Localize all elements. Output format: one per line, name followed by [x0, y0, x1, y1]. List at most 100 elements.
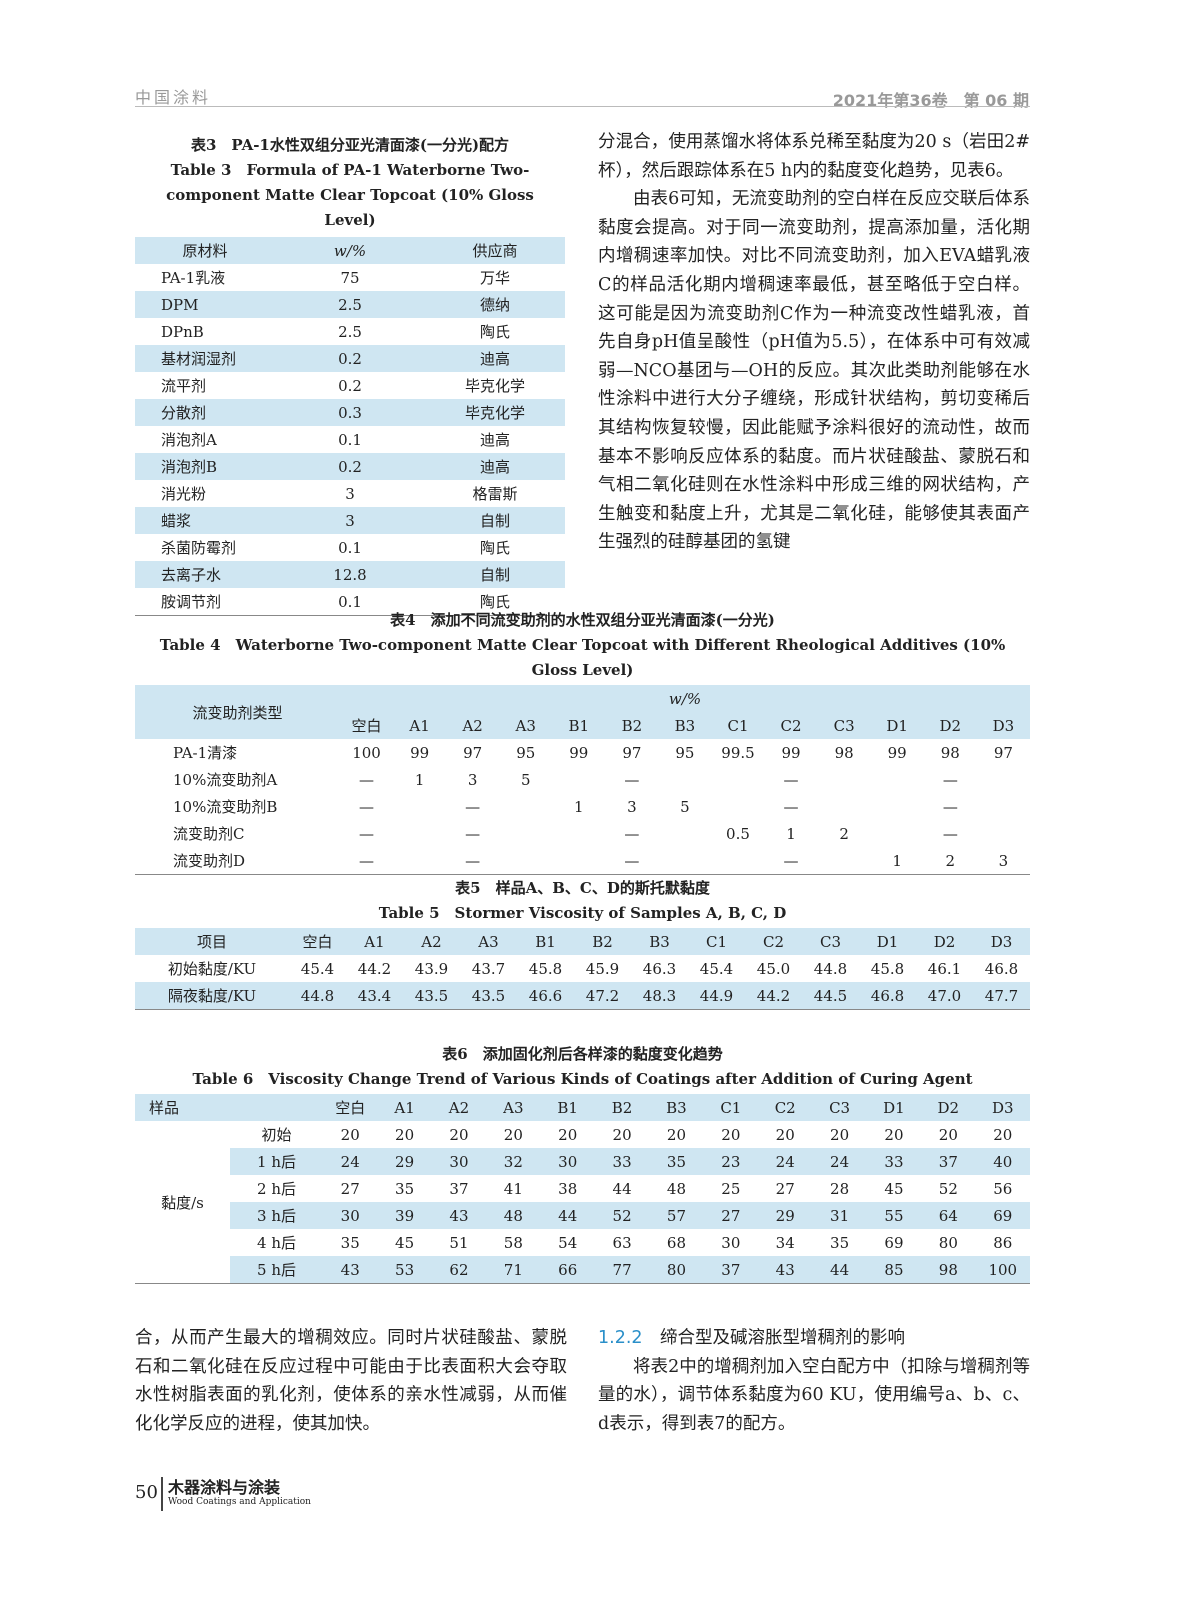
table-cell: 62 [431, 1256, 487, 1284]
table-cell: 44.8 [289, 982, 346, 1010]
table-cell: 45.8 [528, 959, 563, 978]
table-cell: 毕克化学 [464, 377, 525, 395]
table-row: 1 h后 24 29 30 32 30 33 35 23 24 24 33 37 40 [135, 1148, 1030, 1175]
column-header: 项目 [135, 928, 289, 955]
row-label: 4 h后 [257, 1234, 296, 1252]
column-header: C2 [745, 928, 802, 955]
column-header: 空白 [289, 928, 346, 955]
table-row: 4 h后 35 45 51 58 54 63 68 30 34 35 69 80 86 [135, 1229, 1030, 1256]
table-cell: 52 [938, 1179, 958, 1198]
table-cell: 44 [540, 1202, 595, 1229]
row-label: 10%流变助剂B [173, 798, 278, 816]
column-header: B1 [540, 1094, 595, 1121]
table-cell: 97 [463, 743, 483, 762]
table-cell: 消泡剂A [161, 431, 217, 449]
table-cell: 初始黏度/KU [167, 960, 257, 978]
table-cell: 30 [323, 1202, 378, 1229]
table-cell: 95 [516, 743, 536, 762]
table-cell: 99 [887, 743, 907, 762]
column-header: D3 [973, 928, 1030, 955]
table-cell: 基材润湿剂 [135, 345, 275, 372]
table-cell: — [465, 824, 481, 843]
table-cell: 57 [649, 1202, 704, 1229]
table-cell: 隔夜黏度/KU [135, 982, 289, 1010]
table-cell: 44.5 [802, 982, 859, 1010]
table3-block: 表3 PA-1水性双组分亚光清面漆(一分光)配方 Table 3 Formula… [135, 133, 565, 616]
journal-name: 中国涂料 [135, 88, 212, 107]
section-heading: 1.2.2 缔合型及碱溶胀型增稠剂的影响 [598, 1324, 1030, 1353]
table-cell: 分散剂 [135, 399, 275, 426]
table-cell: 3 [627, 797, 637, 816]
table-cell: 43 [758, 1256, 813, 1284]
table-row: DPnB 2.5 陶氏 [135, 318, 565, 345]
section: 1.2.2 缔合型及碱溶胀型增稠剂的影响 将表2中的增稠剂加入空白配方中（扣除与… [598, 1324, 1030, 1438]
page-number: 50 [135, 1482, 158, 1503]
table-cell: 58 [503, 1233, 523, 1252]
table-row: 蜡浆 3 自制 [135, 507, 565, 534]
column-header: C1 [703, 1094, 759, 1121]
table-cell: 0.1 [338, 430, 362, 449]
column-header: C3 [812, 1094, 867, 1121]
table-cell: 33 [866, 1148, 922, 1175]
table-cell: 45 [884, 1179, 904, 1198]
table-cell: 0.5 [726, 824, 750, 843]
body-text: 分混合，使用蒸馏水将体系兑稀至黏度为20 s（岩田2#杯），然后跟踪体系在5 h… [598, 128, 1030, 557]
column-header: C3 [817, 712, 871, 739]
table-cell: 43.5 [460, 982, 517, 1010]
table-cell: 1 [892, 851, 902, 870]
table-cell: 0.3 [275, 399, 425, 426]
table-title-cn: 表5 样品A、B、C、D的斯托默黏度 [455, 879, 710, 897]
column-header: C2 [764, 712, 818, 739]
table-title-cn: 表6 添加固化剂后各样漆的黏度变化趋势 [442, 1045, 723, 1063]
table-cell: 37 [449, 1179, 469, 1198]
header-row: 流变助剂类型 w/% [135, 685, 1030, 739]
table-cell: — [359, 770, 375, 789]
table-cell: 30 [540, 1148, 595, 1175]
table-cell: 64 [921, 1202, 976, 1229]
paragraph: 合，从而产生最大的增稠效应。同时片状硅酸盐、蒙脱石和二氧化硅在反应过程中可能由于… [135, 1328, 567, 1434]
table-title-cn: 表4 添加不同流变助剂的水性双组分亚光清面漆(一分光) [390, 611, 775, 629]
table-cell: 41 [503, 1179, 523, 1198]
table-title-cn: 表3 PA-1水性双组分亚光清面漆(一分光)配方 [190, 136, 510, 154]
footer-rule [161, 1477, 163, 1511]
paragraph: 分混合，使用蒸馏水将体系兑稀至黏度为20 s（岩田2#杯），然后跟踪体系在5 h… [598, 132, 1030, 181]
table-row: PA-1乳液 75 万华 [135, 264, 565, 291]
table-cell: 1 [574, 797, 584, 816]
column-header: D2 [923, 712, 977, 739]
table-row: 基材润湿剂 0.2 迪高 [135, 345, 565, 372]
column-header: 空白 [323, 1094, 378, 1121]
column-header: 空白 [340, 712, 394, 739]
table-row: 消泡剂A 0.1 迪高 [135, 426, 565, 453]
table-cell: 51 [449, 1233, 469, 1252]
column-header: 供应商 [425, 237, 565, 264]
table-cell: 20 [721, 1125, 741, 1144]
table: 项目 空白 A1 A2 A3 B1 B2 B3 C1 C2 C3 D1 D2 D3 初始黏度/KU 45.4 4… [135, 928, 1030, 1010]
table-cell: 2 [945, 851, 955, 870]
table-cell: 3 [998, 851, 1009, 870]
table-cell: 45.4 [300, 959, 335, 978]
table-row: 黏度/s 初始 20 20 20 20 20 20 20 20 20 20 20 20 20 [135, 1121, 1030, 1284]
table-cell: 德纳 [425, 291, 565, 318]
column-header: D1 [870, 712, 924, 739]
table-title-en: Table 3 Formula of PA-1 Waterborne Two-c… [166, 161, 534, 229]
table-row: PA-1清漆 100 99 97 95 99 97 95 99.5 99 98 99 98 97 [135, 739, 1030, 766]
table-cell: 77 [594, 1256, 650, 1284]
column-header: C1 [711, 712, 765, 739]
table-cell: 63 [612, 1233, 632, 1252]
table-row: 流变助剂C — — — 0.5 1 2 — [135, 820, 1030, 847]
table-cell: 0.2 [338, 376, 362, 395]
table-cell: 35 [830, 1233, 850, 1252]
paragraph: 由表6可知，无流变助剂的空白样在反应交联后体系黏度会提高。对于同一流变助剂，提高… [598, 189, 1030, 553]
table-cell: 29 [758, 1202, 813, 1229]
table-cell: 20 [775, 1125, 795, 1144]
table-cell: 24 [812, 1148, 867, 1175]
table-cell: 44.8 [813, 959, 848, 978]
row-label: 流变助剂C [173, 825, 245, 843]
table-cell: 47.7 [973, 982, 1030, 1010]
table-cell: 格雷斯 [472, 485, 518, 503]
table-cell: 48 [666, 1179, 686, 1198]
table-cell: 98 [834, 743, 854, 762]
table-row: 胺调节剂 0.1 陶氏 [135, 588, 565, 616]
column-header: C2 [758, 1094, 813, 1121]
